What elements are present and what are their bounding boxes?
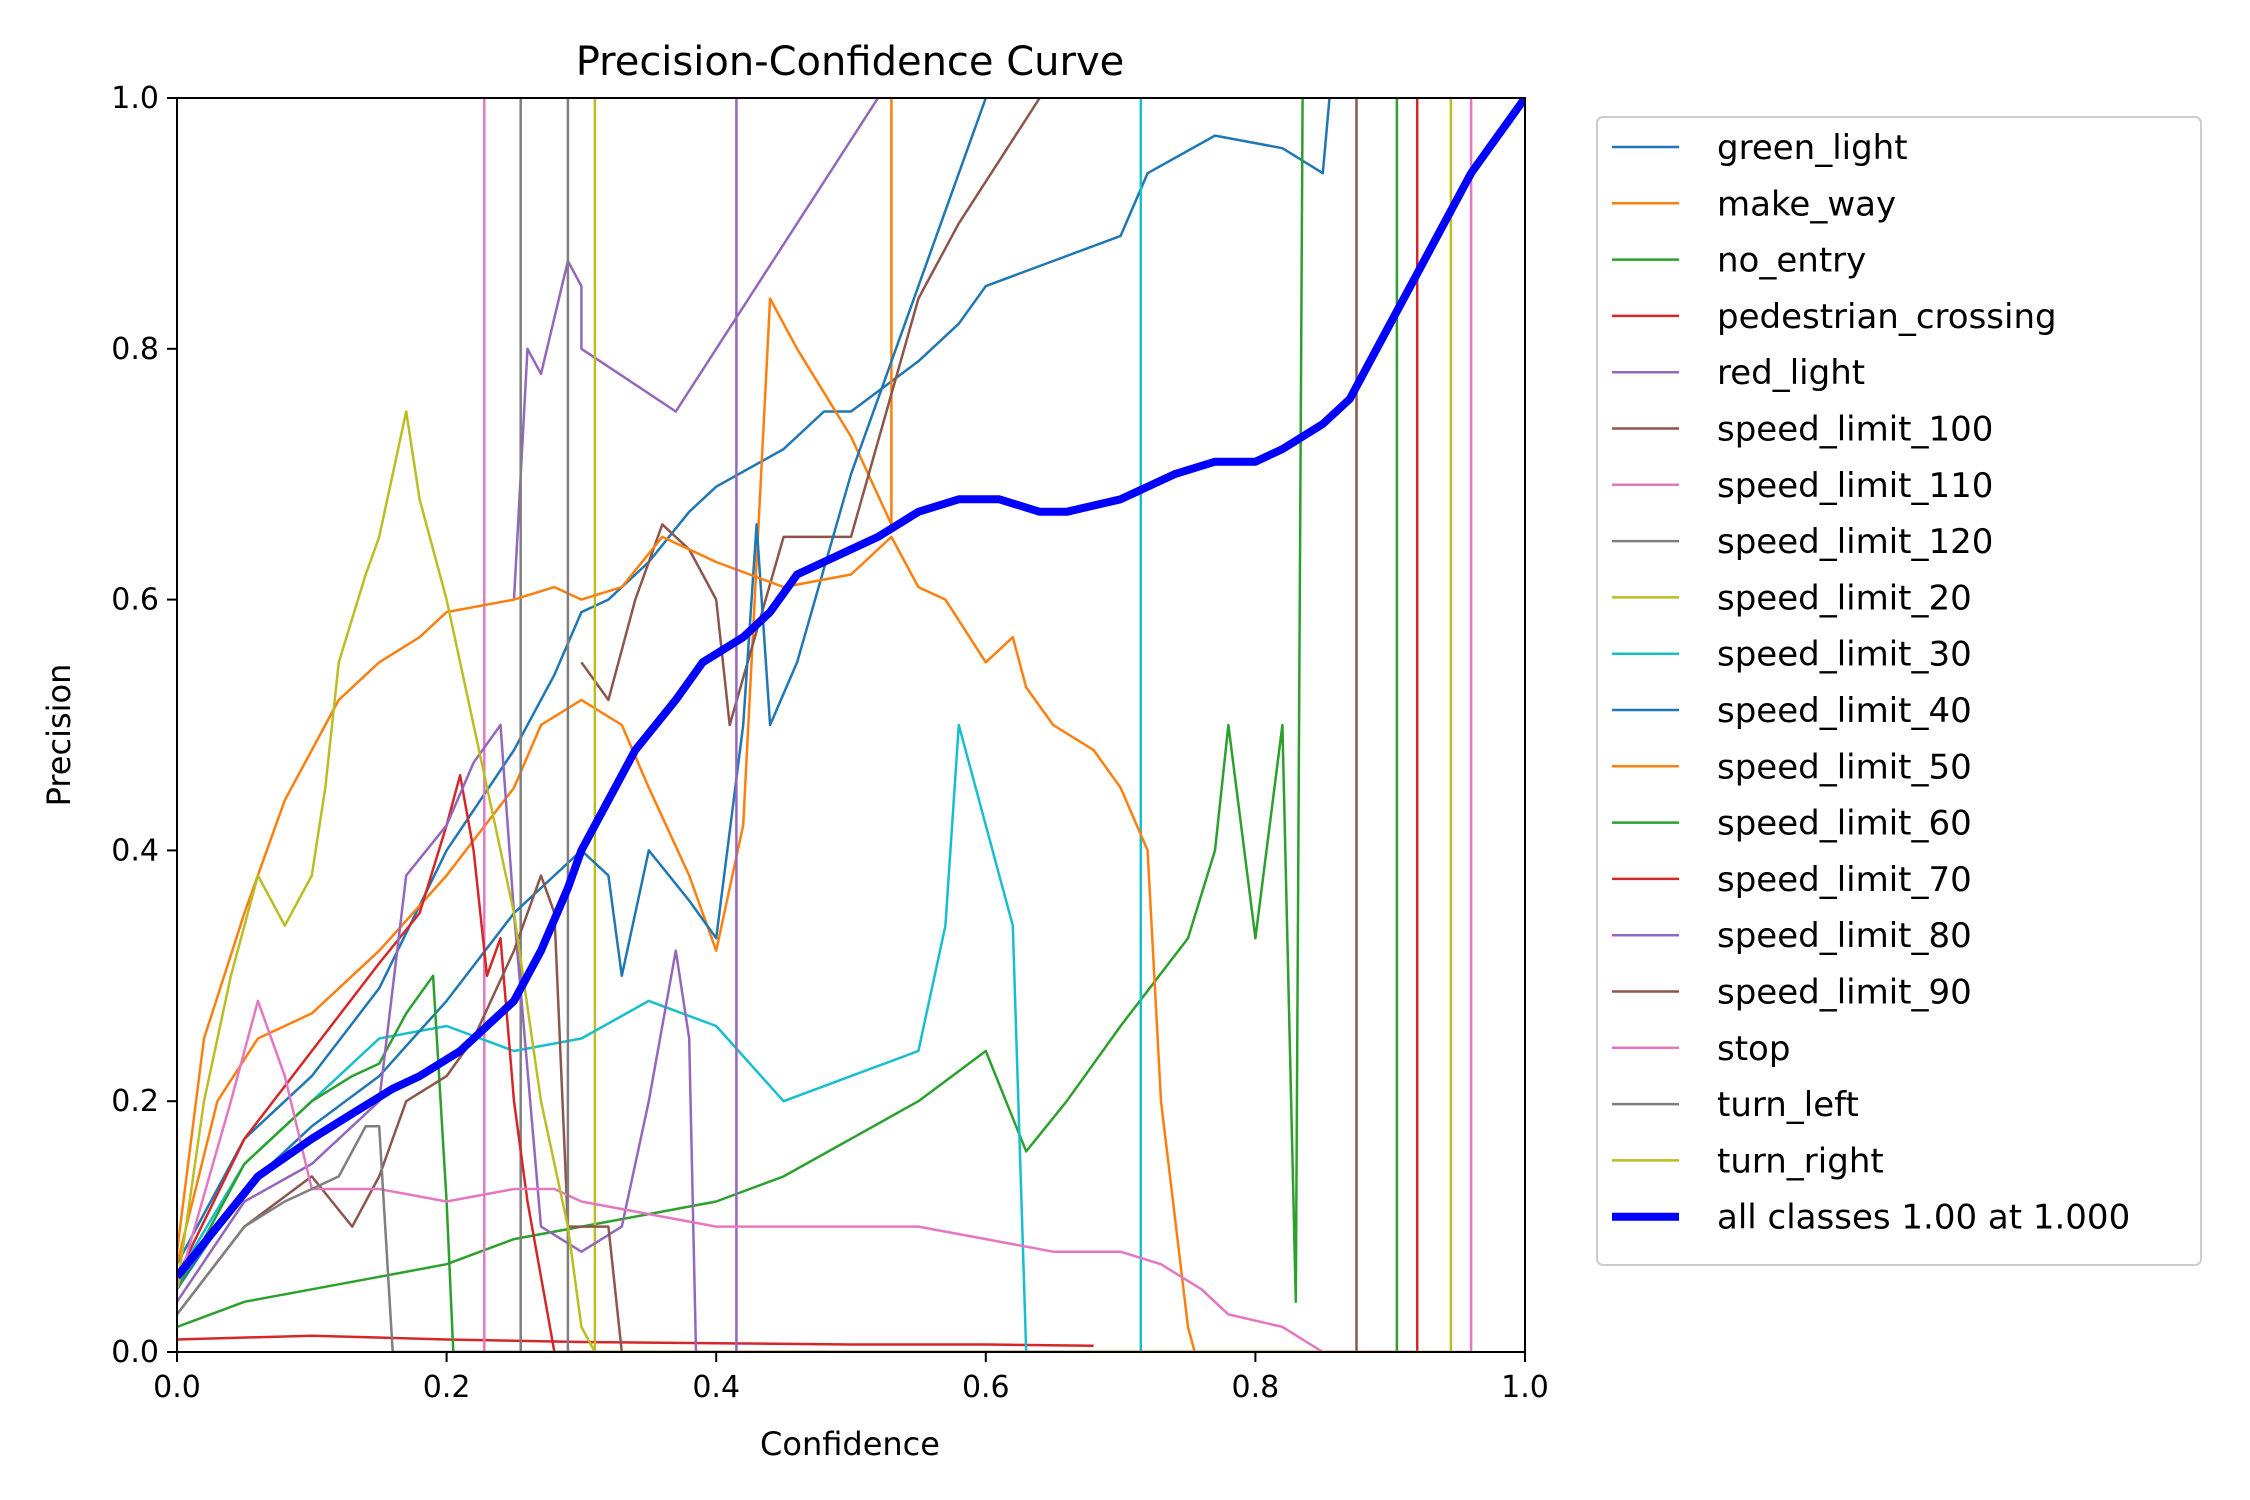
- legend-entry: speed_limit_60: [1717, 804, 1972, 844]
- legend-entry: speed_limit_80: [1717, 916, 1972, 956]
- x-tick-label: 0.6: [962, 1370, 1010, 1405]
- series-line-13: [177, 98, 1419, 1352]
- legend-entry: speed_limit_20: [1717, 578, 1972, 618]
- x-axis: 0.0 0.2 0.4 0.6 0.8 1.0: [153, 1352, 1549, 1405]
- legend-entry: speed_limit_50: [1717, 747, 1972, 787]
- y-axis-label: Precision: [40, 664, 78, 807]
- series-line-4: [512, 98, 880, 600]
- x-tick-label: 0.0: [153, 1370, 201, 1405]
- legend-entry: speed_limit_100: [1717, 410, 1993, 450]
- legend-entry: pedestrian_crossing: [1717, 297, 2057, 337]
- legend: green_light make_way no_entry pedestrian_cr…: [1596, 116, 2202, 1266]
- x-tick-label: 0.2: [423, 1370, 471, 1405]
- legend-entry: make_way: [1717, 184, 1896, 224]
- y-tick-label: 0.8: [111, 332, 159, 367]
- legend-entry: no_entry: [1717, 241, 1866, 281]
- plot-frame: [176, 97, 1526, 1353]
- x-tick-label: 0.4: [692, 1370, 740, 1405]
- legend-entry: speed_limit_120: [1717, 522, 1993, 562]
- legend-entry: stop: [1717, 1029, 1790, 1069]
- series-line-18: [177, 98, 1453, 1352]
- series-line-10: [177, 98, 987, 1290]
- x-tick-label: 1.0: [1501, 1370, 1549, 1405]
- series-line-1: [177, 98, 893, 1265]
- series-line-15: [177, 98, 1358, 1352]
- series-line-0: [177, 98, 1331, 1265]
- legend-entry: speed_limit_90: [1717, 973, 1972, 1013]
- series-line-17: [177, 98, 570, 1352]
- legend-entry: speed_limit_30: [1717, 635, 1972, 675]
- x-axis-label: Confidence: [760, 1425, 940, 1463]
- y-tick-label: 0.6: [111, 583, 159, 618]
- legend-entry: green_light: [1717, 128, 1908, 168]
- y-tick-label: 0.2: [111, 1084, 159, 1119]
- legend-entry: red_light: [1717, 353, 1865, 393]
- y-tick-label: 0.0: [111, 1335, 159, 1370]
- series-line-2: [177, 98, 1304, 1329]
- y-tick-label: 1.0: [111, 81, 159, 116]
- x-tick-label: 0.8: [1232, 1370, 1280, 1405]
- legend-entry: speed_limit_110: [1717, 466, 1993, 506]
- legend-entry: speed_limit_40: [1717, 691, 1972, 731]
- series-line-9: [177, 98, 1143, 1352]
- legend-frame: [1596, 116, 2202, 1266]
- chart-title: Precision-Confidence Curve: [576, 39, 1125, 85]
- legend-entry: turn_left: [1717, 1085, 1859, 1125]
- series-line-3: [177, 1334, 1094, 1347]
- legend-entry: all classes 1.00 at 1.000: [1717, 1198, 2130, 1238]
- series-line-5: [580, 98, 1041, 727]
- y-axis: 0.0 0.2 0.4 0.6 0.8 1.0: [111, 81, 177, 1370]
- legend-entry: turn_right: [1717, 1141, 1884, 1181]
- series-line-12: [177, 98, 1399, 1352]
- plot-lines: [177, 98, 1525, 1352]
- y-tick-label: 0.4: [111, 833, 159, 868]
- series-line-19: [177, 98, 1525, 1280]
- legend-entry: speed_limit_70: [1717, 860, 1972, 900]
